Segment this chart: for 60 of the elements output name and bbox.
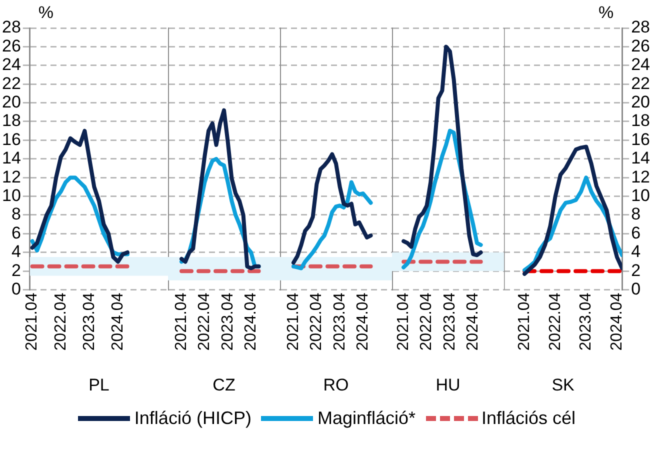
x-tick-label: 2022.04 (196, 292, 214, 351)
y2-tick-label: 26 (631, 36, 650, 56)
x-tick-label: 2023.04 (80, 292, 98, 351)
y2-tick-label: 0 (631, 279, 641, 298)
x-tick-label: 2023.04 (219, 292, 236, 351)
legend-label: Maginfláció* (317, 408, 416, 429)
y-tick-label: 20 (2, 92, 21, 112)
y-tick-label: 4 (11, 242, 21, 262)
y2-tick-label: 28 (631, 18, 650, 37)
x-tick-label: 2023.04 (441, 292, 458, 351)
x-tick-label: 2021.04 (24, 292, 41, 351)
y-tick-label: 8 (11, 204, 21, 224)
x-tick-label: 2022.04 (52, 292, 70, 351)
y2-tick-label: 10 (631, 186, 650, 205)
y-tick-label: 22 (2, 74, 21, 93)
legend-label: Inflációs cél (482, 408, 576, 429)
x-tick-label: 2023.04 (578, 292, 595, 351)
y2-tick-label: 12 (631, 167, 650, 186)
y2-tick-label: 2 (631, 260, 641, 280)
legend-label: Infláció (HICP) (134, 408, 252, 429)
x-axis-title: HU (436, 375, 460, 394)
y-tick-label: 28 (2, 18, 21, 37)
y2-tick-label: 16 (631, 130, 650, 149)
y2-tick-label: 18 (631, 111, 650, 130)
y-tick-label: 24 (2, 55, 21, 74)
x-axis-title: RO (323, 375, 349, 394)
x-tick-label: 2021.04 (516, 292, 533, 351)
y-tick-label: 26 (2, 36, 21, 56)
x-tick-label: 2024.04 (354, 292, 372, 351)
x-tick-label: 2022.04 (308, 292, 326, 351)
x-tick-label: 2022.04 (546, 292, 564, 351)
x-tick-label: 2024.04 (608, 292, 626, 351)
x-tick-label: 2024.04 (109, 292, 126, 351)
y2-tick-label: 20 (631, 92, 650, 112)
y-tick-label: 0 (11, 279, 21, 298)
x-axis-title: CZ (212, 375, 236, 394)
y2-tick-label: 8 (631, 204, 641, 224)
y2-tick-label: 6 (631, 223, 641, 242)
y-tick-label: 14 (2, 148, 21, 168)
x-tick-label: 2021.04 (394, 292, 412, 351)
y2-tick-label: 4 (631, 242, 641, 262)
x-tick-label: 2023.04 (331, 292, 348, 351)
y-tick-label: 6 (11, 223, 21, 242)
x-tick-label: 2024.04 (464, 292, 482, 351)
y-tick-label: 10 (2, 186, 21, 205)
y2-tick-label: 22 (631, 74, 650, 93)
y-tick-label: 2 (11, 260, 21, 280)
x-tick-label: 2021.04 (284, 292, 302, 351)
y-tick-label: 16 (2, 130, 21, 149)
y2-axis-title: % (598, 3, 614, 22)
y-tick-label: 18 (2, 111, 21, 130)
y-tick-label: 12 (2, 167, 21, 186)
x-tick-label: 2021.04 (172, 292, 190, 351)
x-axis-title: SK (552, 375, 576, 394)
x-axis-title: PL (88, 375, 110, 394)
y-axis-title: % (38, 3, 54, 22)
y2-tick-label: 24 (631, 55, 650, 74)
y2-tick-label: 14 (631, 148, 650, 168)
x-tick-label: 2024.04 (242, 292, 260, 351)
x-tick-label: 2022.04 (418, 292, 436, 351)
